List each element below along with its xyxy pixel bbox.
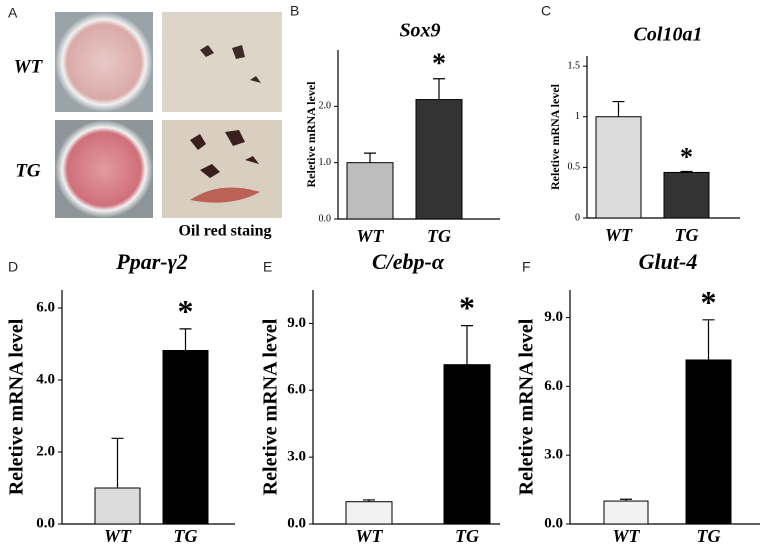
chart-title: Col10a1: [634, 24, 703, 46]
photo: [162, 12, 282, 112]
y-tick-label: 0: [575, 212, 580, 223]
photo: [162, 120, 282, 218]
photo: [55, 120, 153, 218]
y-tick-label: 0.0: [544, 515, 563, 531]
bar: [603, 500, 649, 525]
y-tick-label: 6.0: [544, 378, 563, 394]
x-tick-label: TG: [697, 526, 721, 546]
x-tick-label: WT: [357, 226, 385, 246]
panel-label: E: [263, 259, 272, 275]
x-tick-label: WT: [356, 526, 384, 546]
row-label: WT: [14, 56, 44, 77]
bar: [162, 349, 209, 525]
x-tick-label: TG: [455, 526, 479, 546]
error-bar: [620, 498, 632, 502]
error-bar: [111, 437, 124, 488]
y-tick-label: 9.0: [287, 315, 306, 331]
y-axis-label: Reletive mRNA level: [304, 81, 318, 188]
bar: [345, 501, 393, 525]
y-tick-label: 6.0: [287, 382, 306, 398]
bar: [685, 359, 732, 525]
error-bar: [680, 170, 693, 173]
bar: [346, 162, 394, 220]
error-bar: [612, 100, 625, 117]
bar: [94, 487, 141, 525]
x-tick-label: TG: [174, 526, 198, 546]
y-tick-label: 3.0: [287, 449, 306, 465]
annotation: *: [680, 143, 693, 172]
x-tick-label: TG: [427, 226, 451, 246]
y-tick-label: 0.0: [36, 515, 55, 531]
x-tick-label: TG: [675, 225, 699, 245]
panel-label: B: [290, 3, 299, 19]
bar: [415, 99, 463, 220]
y-axis-label: Reletive mRNA level: [516, 318, 538, 495]
y-tick-label: 6.0: [36, 299, 55, 315]
annotation: *: [432, 49, 446, 80]
y-tick-label: 1.5: [568, 60, 581, 71]
annotation: *: [459, 290, 475, 326]
y-tick-label: 1.0: [319, 157, 332, 168]
error-bar: [179, 328, 192, 351]
y-tick-label: 9.0: [544, 309, 563, 325]
y-tick-label: 0.0: [287, 515, 306, 531]
bar: [595, 116, 642, 219]
annotation: *: [701, 284, 717, 320]
x-tick-label: WT: [104, 526, 132, 546]
y-axis-label: Reletive mRNA level: [6, 318, 28, 495]
error-bar: [433, 78, 445, 100]
y-tick-label: 0.0: [319, 213, 332, 224]
y-tick-label: 4.0: [36, 371, 55, 387]
stain: [190, 187, 260, 203]
chart-title: Sox9: [399, 20, 440, 42]
error-bar: [363, 499, 375, 502]
x-tick-label: WT: [605, 225, 633, 245]
caption: Oil red staing: [178, 223, 271, 240]
y-axis-label: Reletive mRNA level: [548, 83, 562, 190]
y-tick-label: 2.0: [36, 443, 55, 459]
x-tick-label: WT: [613, 526, 641, 546]
y-tick-label: 1: [575, 111, 580, 122]
y-tick-label: 0.5: [568, 162, 581, 173]
error-bar: [364, 152, 376, 163]
photo: [55, 12, 153, 112]
y-tick-label: 3.0: [544, 447, 563, 463]
y-tick-label: 2.0: [319, 101, 332, 112]
chart-title: C/ebp-α: [372, 249, 445, 274]
annotation: *: [178, 293, 194, 329]
stain: [190, 130, 259, 178]
bar: [663, 171, 710, 219]
chart-title: Ppar-γ2: [115, 249, 187, 274]
row-label: TG: [15, 160, 41, 181]
error-bar: [702, 319, 715, 360]
panel-label: D: [8, 259, 18, 275]
bar: [443, 364, 491, 525]
chart-title: Glut-4: [639, 249, 698, 274]
stain: [200, 45, 261, 83]
y-axis-label: Reletive mRNA level: [260, 318, 282, 495]
error-bar: [461, 325, 473, 365]
panel-label: F: [522, 259, 531, 275]
panel-label: A: [8, 5, 18, 21]
panel-label: C: [541, 3, 551, 19]
